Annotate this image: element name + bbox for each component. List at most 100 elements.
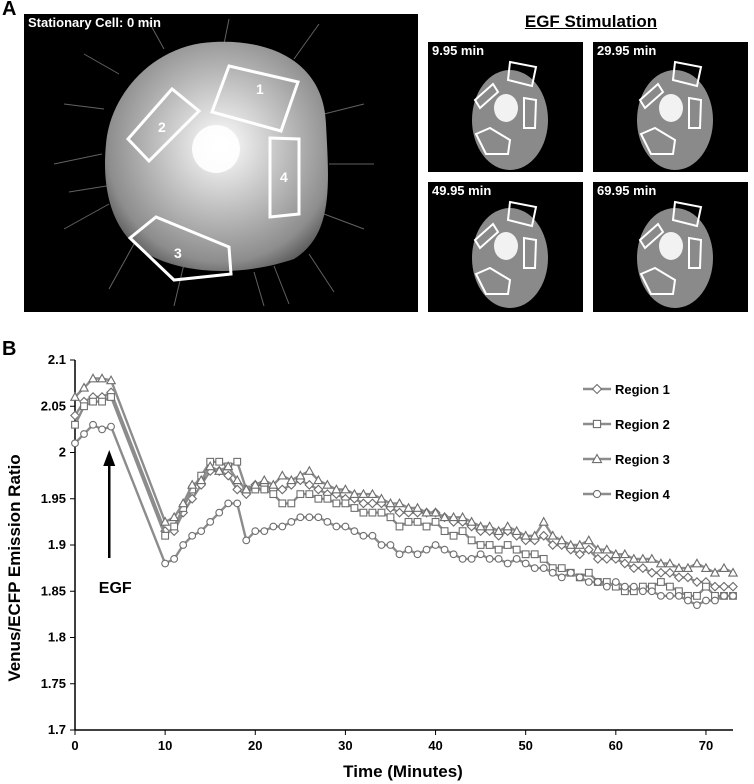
legend-label: Region 4 [615,487,671,502]
data-point-region-4 [188,531,197,540]
data-point-region-4 [548,568,557,577]
data-point-region-3 [664,558,676,568]
data-point-region-2 [395,522,404,531]
data-point-region-4 [341,522,350,531]
data-point-region-1 [574,549,585,560]
data-point-region-3 [529,530,540,540]
data-point-region-4 [467,554,476,563]
data-point-region-3 [637,553,648,563]
data-point-region-1 [646,567,657,578]
data-point-region-1 [592,553,603,564]
cell-illustration: 1 2 3 4 [53,18,374,307]
data-point-region-3 [250,479,261,489]
data-point-region-3 [601,544,612,554]
data-point-region-3 [727,567,739,577]
data-point-region-4 [404,545,413,554]
data-point-region-1 [655,567,666,578]
data-point-region-3 [493,525,504,536]
data-point-region-4 [638,587,647,596]
egf-annotation: EGF [99,580,132,597]
data-point-region-4 [395,550,404,559]
data-point-region-3 [322,479,333,489]
data-point-region-3 [511,525,522,536]
data-point-region-2 [530,550,539,559]
data-point-region-4 [269,522,278,531]
data-point-region-4 [89,420,97,429]
data-point-region-4 [251,527,260,536]
data-point-region-3 [646,553,658,563]
data-point-region-2 [702,582,710,591]
legend-marker [591,453,603,464]
data-point-region-3 [96,373,108,383]
data-point-region-1 [70,410,80,421]
data-point-region-4 [629,582,638,591]
y-tick-label: 1.8 [48,630,66,645]
data-point-region-4 [449,550,458,559]
data-point-region-3 [358,488,369,499]
data-point-region-4 [80,430,88,438]
data-point-region-2 [521,550,530,559]
small-cell-illustration [472,200,548,308]
data-point-region-2 [656,578,665,586]
data-point-region-4 [215,508,224,517]
data-point-region-4 [422,545,431,554]
data-point-region-3 [277,470,288,480]
data-point-region-1 [358,498,369,509]
data-point-region-4 [98,425,106,434]
data-point-region-2 [260,485,269,494]
data-point-region-2 [305,490,314,499]
data-point-region-2 [503,541,512,549]
data-point-region-3 [691,558,703,568]
timepoint-panel-1: 9.95 min [428,42,583,172]
roi-label-4: 4 [280,169,288,185]
data-point-region-2 [422,522,431,531]
data-point-region-3 [412,502,423,512]
data-point-region-4 [170,554,179,563]
data-point-region-2 [107,393,115,401]
data-point-region-1 [637,563,648,574]
data-point-region-3 [304,465,315,475]
data-point-region-2 [431,517,440,526]
data-point-region-2 [71,420,79,429]
data-point-region-3 [430,507,441,517]
data-point-region-4 [458,554,467,563]
data-point-region-3 [700,562,712,573]
data-point-region-3 [169,511,180,522]
data-point-region-2 [296,490,305,499]
legend-marker [592,489,602,499]
data-point-region-4 [575,573,584,582]
timepoint-label-2: 29.95 min [597,43,657,58]
timepoint-label-4: 69.95 min [597,183,657,198]
ratio-line-chart: 1.7 1.75 1.8 1.85 1.9 1.95 2 2.05 2.1 0 10 20 30 40 50… [41,352,739,753]
data-point-region-2 [512,545,521,554]
data-point-region-4 [593,578,602,586]
data-point-region-2 [80,402,88,411]
data-point-region-4 [557,573,566,582]
filopodia [53,18,374,307]
data-point-region-2 [287,499,296,508]
data-point-region-4 [332,522,341,531]
stationary-cell-image: 1 2 3 4 Stationary Cell: 0 min [24,14,418,312]
egf-stimulation-heading: EGF Stimulation [524,12,658,31]
data-point-region-2 [368,508,377,517]
data-point-region-4 [521,559,530,568]
data-point-region-3 [223,461,234,471]
data-point-region-4 [287,517,296,526]
data-point-region-3 [547,530,558,540]
x-tick-label: 70 [699,738,713,753]
data-point-region-3 [340,484,351,494]
data-point-region-1 [682,572,693,583]
x-tick-label: 0 [71,738,78,753]
x-tick-label: 60 [609,738,623,753]
panel-b-letter: B [2,338,17,360]
data-point-region-3 [196,474,207,485]
data-point-region-4 [377,541,386,549]
data-point-region-4 [296,513,305,522]
data-point-region-2 [98,397,106,406]
data-point-region-3 [682,562,694,573]
data-point-region-1 [277,484,288,495]
data-point-region-4 [179,541,188,549]
data-point-region-3 [69,391,81,401]
data-point-region-1 [304,479,315,490]
x-tick-label: 10 [158,738,172,753]
